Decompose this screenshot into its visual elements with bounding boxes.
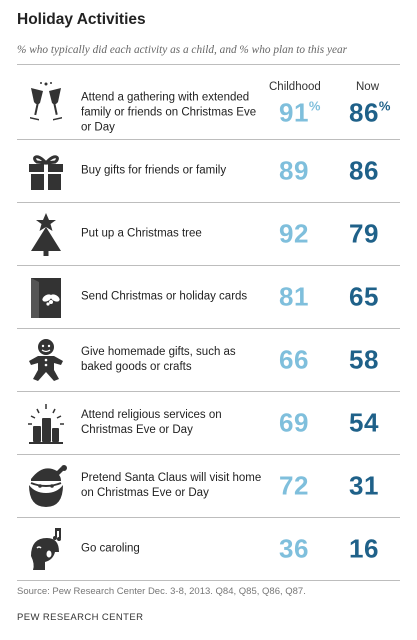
table-row: Go caroling 36 16 [17, 518, 400, 581]
table-row: Put up a Christmas tree 92 79 [17, 203, 400, 266]
activity-label: Pretend Santa Claus will visit home on C… [81, 472, 262, 499]
activity-label: Attend a gathering with extended family … [81, 91, 257, 134]
candles-icon [28, 404, 64, 444]
now-value: 79 [349, 218, 379, 249]
gingerbread-man-icon [29, 339, 63, 381]
gift-box-icon [29, 155, 63, 190]
now-value: 86 [349, 155, 379, 186]
chart-title: Holiday Activities [17, 11, 146, 28]
childhood-value: 66 [279, 344, 309, 375]
activity-label: Go caroling [81, 542, 140, 555]
childhood-value: 36 [279, 533, 309, 564]
table-row: Send Christmas or holiday cards 81 65 [17, 266, 400, 329]
activity-table: Childhood Now Attend a gathering with ex… [17, 64, 400, 581]
childhood-value: 89 [279, 155, 309, 186]
childhood-value: 69 [279, 407, 309, 438]
table-row: Buy gifts for friends or family 89 86 [17, 140, 400, 203]
childhood-value: 72 [279, 470, 309, 501]
activity-label: Put up a Christmas tree [81, 227, 202, 240]
childhood-number: 91 [279, 97, 309, 128]
now-number: 86 [349, 97, 379, 128]
now-value: 54 [349, 407, 379, 438]
table-row: Childhood Now Attend a gathering with ex… [17, 64, 400, 140]
column-header-childhood: Childhood [269, 81, 321, 93]
chart-subtitle: % who typically did each activity as a c… [17, 44, 348, 56]
childhood-value: 91% [279, 98, 321, 129]
childhood-value: 81 [279, 281, 309, 312]
activity-label: Attend religious services on Christmas E… [81, 409, 222, 436]
christmas-tree-icon [31, 213, 61, 256]
column-header-now: Now [356, 81, 380, 93]
now-value: 86% [349, 98, 391, 129]
table-row: Pretend Santa Claus will visit home on C… [17, 455, 400, 518]
credit-line: PEW RESEARCH CENTER [17, 612, 144, 623]
source-note: Source: Pew Research Center Dec. 3-8, 20… [17, 586, 306, 597]
table-row: Attend religious services on Christmas E… [17, 392, 400, 455]
table-row: Give homemade gifts, such as baked goods… [17, 329, 400, 392]
now-value: 58 [349, 344, 379, 375]
now-value: 16 [349, 533, 379, 564]
activity-label: Send Christmas or holiday cards [81, 290, 248, 303]
now-value: 65 [349, 281, 379, 312]
percent-sign: % [308, 98, 321, 114]
champagne-glasses-icon [30, 82, 62, 121]
childhood-value: 92 [279, 218, 309, 249]
now-value: 31 [349, 470, 379, 501]
holiday-card-icon [31, 278, 61, 318]
percent-sign: % [378, 98, 391, 114]
activity-label: Buy gifts for friends or family [81, 164, 227, 177]
activity-label: Give homemade gifts, such as baked goods… [81, 346, 236, 373]
caroler-icon [31, 528, 61, 570]
santa-claus-icon [29, 465, 67, 507]
